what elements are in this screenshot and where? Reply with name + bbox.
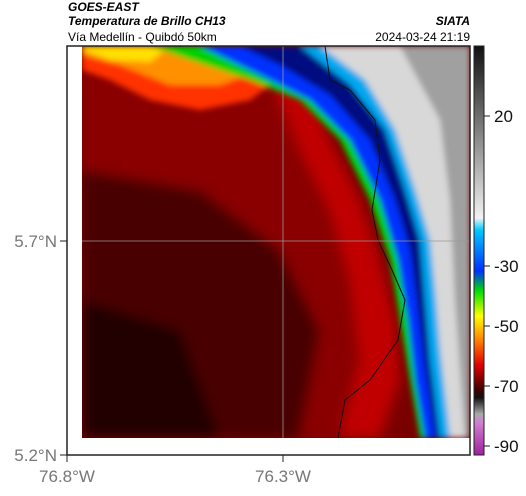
product: Temperatura de Brillo CH13 <box>68 14 226 28</box>
colorbar-tick-label: -90 <box>494 437 519 456</box>
colorbar-tick-label: 20 <box>494 107 513 126</box>
timestamp: 2024-03-24 21:19 <box>375 30 470 44</box>
source: SIATA <box>436 14 470 28</box>
colorbar <box>473 45 485 456</box>
colorbar-tick-label: -30 <box>494 257 519 276</box>
lon-label: 76.3°W <box>255 467 311 486</box>
lat-label: 5.7°N <box>14 232 57 251</box>
colorbar-tick-label: -50 <box>494 317 519 336</box>
lon-label: 76.8°W <box>39 467 95 486</box>
colorbar-ticks: 20 -30 -50 -70 -90 <box>484 107 519 456</box>
map-frame <box>66 45 471 456</box>
route: Vía Medellín - Quibdó 50km <box>68 30 217 44</box>
satellite-image <box>82 46 470 438</box>
colorbar-tick-label: -70 <box>494 377 519 396</box>
lat-label: 5.2°N <box>14 446 57 465</box>
satellite: GOES-EAST <box>68 0 140 14</box>
